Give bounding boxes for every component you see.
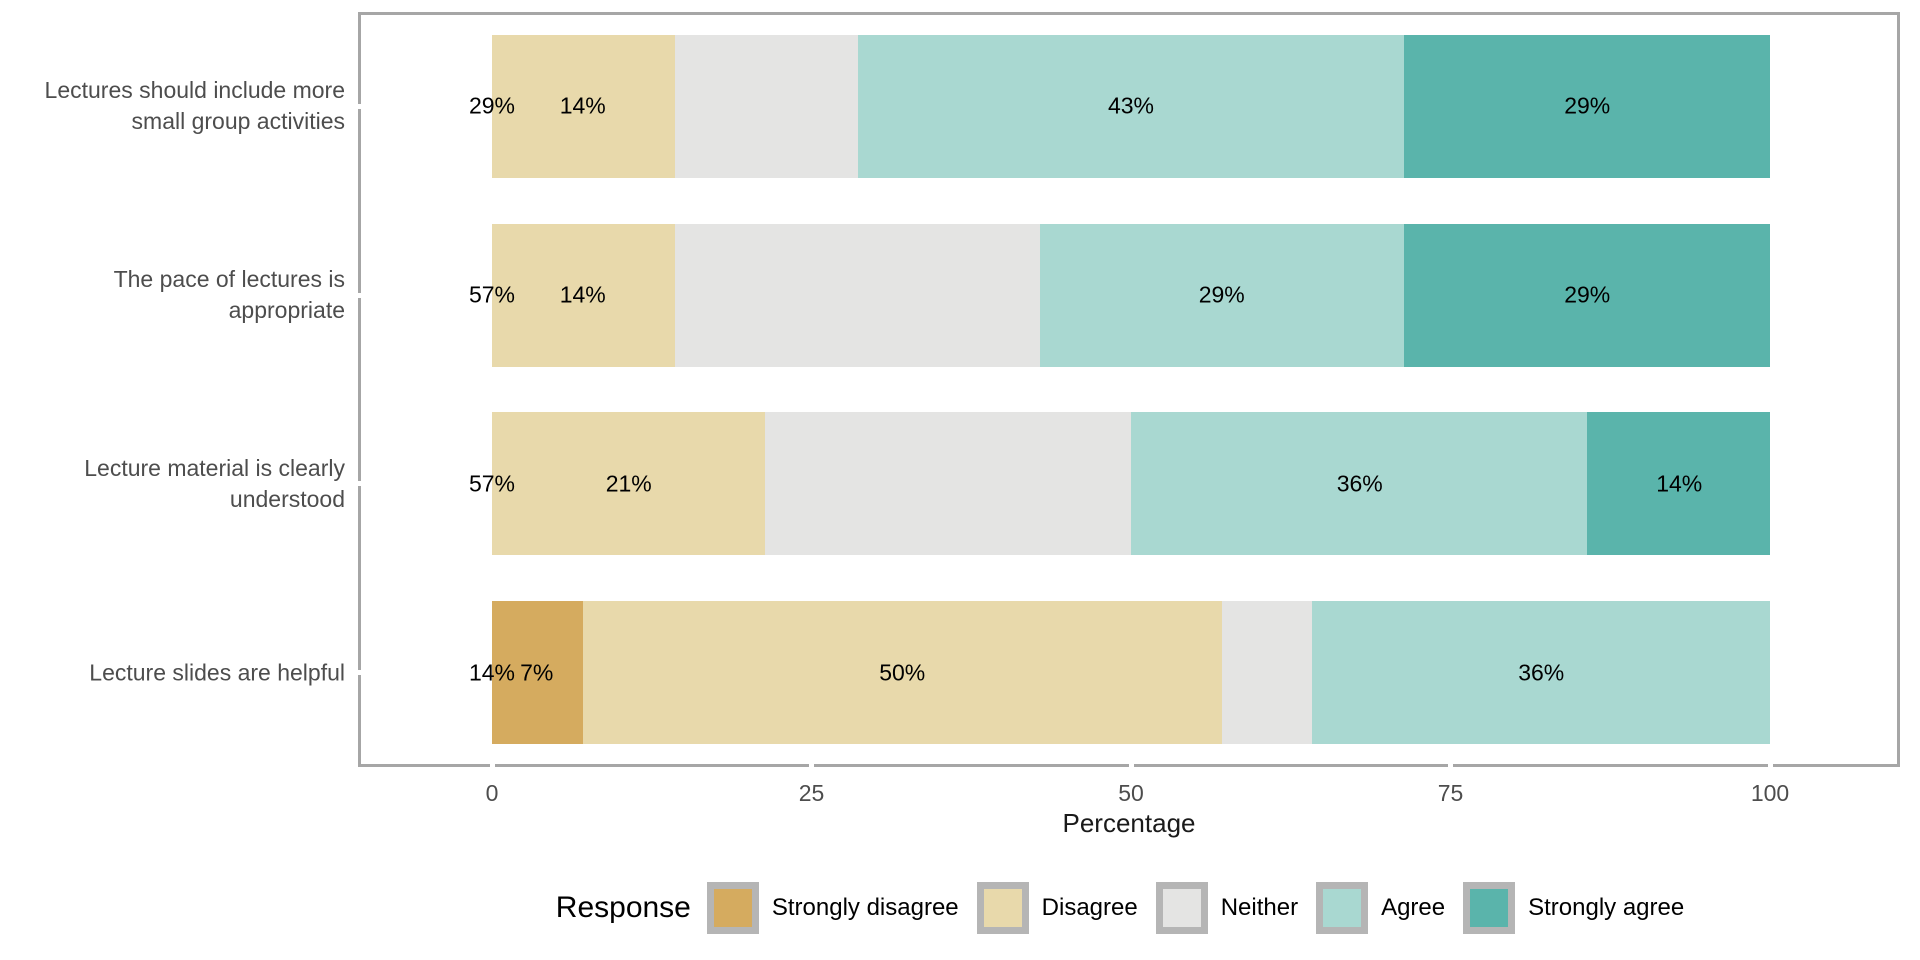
bar-value-label: 7% (520, 659, 554, 686)
x-axis-tick-label: 50 (1118, 780, 1144, 806)
bar-segment (765, 412, 1131, 556)
x-axis-tick (1128, 763, 1134, 775)
legend-entry: Strongly agree (1463, 882, 1684, 934)
bar-value-label: 36% (1336, 470, 1383, 497)
bar-value-label: 14% (1656, 470, 1703, 497)
y-axis-category-label: The pace of lectures is appropriate (113, 266, 345, 324)
x-axis-tick (1767, 763, 1773, 775)
legend-entry: Disagree (976, 882, 1138, 934)
bar-value-label: 43% (1107, 92, 1155, 119)
x-axis-title: Percentage (1062, 808, 1196, 838)
bar-value-label: 36% (1518, 659, 1565, 686)
bar-segment (1221, 601, 1313, 745)
bar-value-label: 57% (468, 281, 516, 308)
legend-entry: Agree (1316, 882, 1445, 934)
bar-value-label: 29% (1564, 92, 1611, 119)
legend-entry-label: Strongly disagree (771, 894, 959, 921)
bar-segment (1131, 412, 1588, 556)
legend-key-swatch (1316, 882, 1369, 934)
legend-entry-label: Neither (1220, 894, 1299, 921)
x-axis-tick-label: 100 (1750, 780, 1790, 806)
bar-segment (1404, 34, 1770, 178)
legend-key-swatch (1155, 882, 1208, 934)
bar-value-label: 29% (468, 92, 516, 119)
bar-segment (1312, 601, 1770, 745)
legend-key-swatch (976, 882, 1029, 934)
legend-key-swatch (706, 882, 759, 934)
x-axis-tick (489, 763, 495, 775)
bar-value-label: 29% (1564, 281, 1611, 308)
x-axis-tick-label: 25 (798, 780, 825, 806)
bar-segment (582, 601, 1222, 745)
y-axis-category-label: Lecture material is clearly understood (84, 454, 345, 512)
bar-value-label: 29% (1198, 281, 1245, 308)
x-axis-tick-label: 0 (485, 780, 499, 806)
legend: Response Strongly disagree Disagree Neithe… (358, 875, 1900, 941)
bar-segment (492, 601, 583, 745)
legend-entry-label: Strongly agree (1528, 894, 1685, 921)
legend-key-swatch (1463, 882, 1516, 934)
bar-segment (674, 223, 1041, 367)
bar-value-label: 57% (468, 470, 516, 497)
x-axis-tick-label: 75 (1437, 780, 1464, 806)
bar-value-label: 21% (605, 470, 652, 497)
y-axis-tick (355, 670, 367, 676)
legend-entry-label: Agree (1381, 894, 1446, 921)
x-axis-tick (1448, 763, 1453, 775)
bar-segment (1040, 223, 1405, 367)
legend-entry: Neither (1155, 882, 1299, 934)
bar-value-label: 14% (559, 281, 606, 308)
bar-segment (857, 34, 1405, 178)
bar-segment (492, 223, 675, 367)
bar-value-label: 14% (468, 659, 516, 686)
bar-value-label: 50% (879, 659, 926, 686)
legend-title: Response (555, 891, 691, 924)
bar-segment (1404, 223, 1770, 367)
bar-segment (492, 34, 675, 178)
bar-segment (1587, 412, 1770, 556)
y-axis-tick (355, 103, 367, 109)
y-axis-tick (355, 292, 367, 298)
legend-entry: Strongly disagree (706, 882, 959, 934)
y-axis-category-label: Lectures should include more small group … (44, 77, 345, 135)
x-axis-tick (809, 763, 814, 775)
y-axis-category-label: Lecture slides are helpful (89, 659, 345, 686)
bar-segment (492, 412, 766, 556)
bar-value-label: 14% (559, 92, 606, 119)
bar-segment (674, 34, 858, 178)
legend-entry-label: Disagree (1041, 894, 1138, 921)
y-axis-tick (355, 481, 367, 487)
